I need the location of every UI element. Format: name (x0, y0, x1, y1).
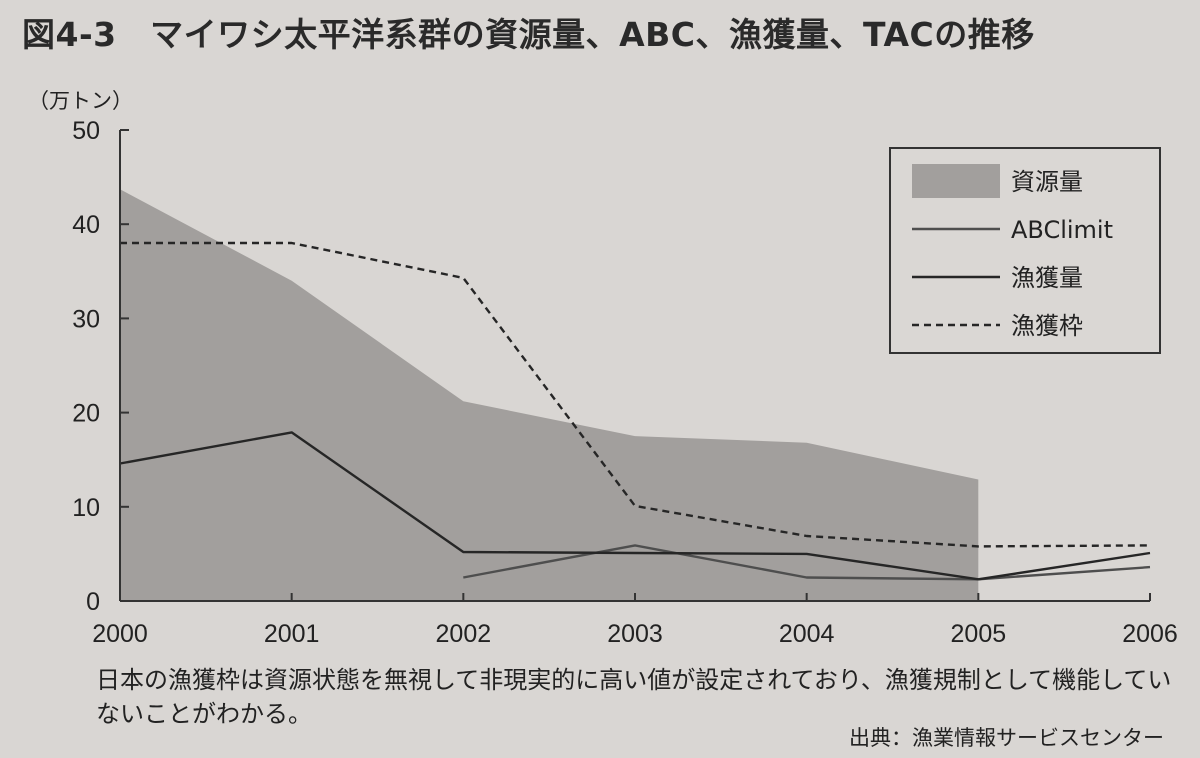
legend-item-2-label: ABClimit (1011, 216, 1113, 244)
x-tick-label-2006: 2006 (1122, 620, 1178, 648)
series-2-line (463, 544, 1151, 581)
y-tick-label-0: 0 (86, 588, 100, 616)
caption-text: 日本の漁獲枠は資源状態を無視して非現実的に高い値が設定されており、漁獲規制として… (96, 666, 1172, 728)
x-tick-label-2005: 2005 (951, 620, 1007, 648)
series-4-line (120, 241, 1151, 548)
axes: 0 10 20 30 40 50 2000 2001 2002 2003 2004 2005 2006 (72, 117, 1178, 648)
legend-item-1-swatch (912, 164, 1000, 198)
x-tick-label-2000: 2000 (92, 620, 148, 648)
y-tick-label-30: 30 (72, 305, 100, 333)
x-tick-label-2002: 2002 (436, 620, 492, 648)
x-tick-label-2003: 2003 (607, 620, 663, 648)
legend-item-4-label: 漁獲枠 (1011, 312, 1083, 340)
source-note: 出典：漁業情報サービスセンター (849, 726, 1164, 750)
figure-title: 図4-3 マイワシ太平洋系群の資源量、ABC、漁獲量、TACの推移 (22, 15, 1035, 54)
x-tick-label-2004: 2004 (779, 620, 835, 648)
series-1-area (120, 189, 979, 602)
legend-item-3-label: 漁獲量 (1011, 264, 1083, 292)
plot-area (119, 189, 1151, 602)
legend-item-1-label: 資源量 (1011, 168, 1083, 196)
y-tick-label-10: 10 (72, 494, 100, 522)
y-tick-label-20: 20 (72, 400, 100, 428)
y-unit-label: （万トン） (28, 89, 133, 113)
y-tick-label-40: 40 (72, 211, 100, 239)
x-tick-label-2001: 2001 (264, 620, 320, 648)
series-3-line (119, 431, 1151, 581)
y-tick-label-50: 50 (72, 117, 100, 145)
